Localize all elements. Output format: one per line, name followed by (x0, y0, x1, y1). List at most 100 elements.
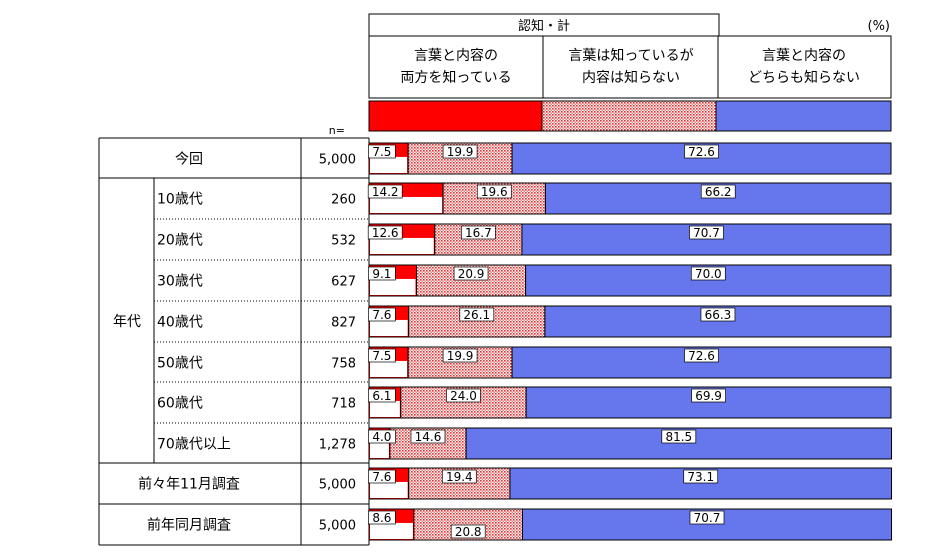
data-label: 73.1 (687, 470, 714, 484)
n-value: 532 (331, 234, 356, 249)
col1-line1: 言葉と内容の (414, 47, 498, 64)
bar-highlight (370, 360, 408, 377)
data-label: 7.6 (372, 470, 391, 484)
data-label-box (683, 469, 719, 484)
data-label: 72.6 (688, 349, 715, 363)
bar-row: 30歳代 627 9.1 20.9 70.0 (157, 264, 892, 297)
data-label-box (368, 429, 396, 444)
data-label: 20.8 (455, 525, 482, 539)
age-group-label: 年代 (113, 314, 141, 330)
data-label-box (367, 225, 403, 240)
data-label: 19.9 (447, 145, 474, 159)
bar-highlight (370, 196, 443, 213)
category-label: 40歳代 (157, 315, 203, 331)
data-label-box (368, 307, 396, 322)
bar-highlight (370, 278, 416, 295)
bar-row: 10歳代 260 14.2 19.6 66.2 (157, 182, 892, 215)
data-label: 7.5 (372, 145, 391, 159)
bar-highlight (370, 522, 413, 539)
data-label: 14.6 (415, 430, 442, 444)
data-label: 19.6 (481, 185, 508, 199)
data-label: 66.2 (705, 185, 732, 199)
n-value: 260 (331, 193, 356, 208)
category-label: 前々年11月調査 (138, 476, 240, 493)
data-label-box (368, 388, 396, 403)
data-label-box (368, 144, 396, 159)
bar-neither (525, 386, 892, 419)
data-label-box (453, 266, 489, 281)
bar-row: 20歳代 532 12.6 16.7 70.7 (157, 223, 892, 256)
data-label-box (446, 388, 481, 403)
category-label: 今回 (175, 152, 203, 168)
bar-highlight (370, 441, 389, 458)
data-label-box (700, 307, 736, 322)
data-label: 26.1 (463, 308, 490, 322)
n-value: 758 (331, 357, 356, 372)
bar-neither (511, 142, 892, 175)
n-value: 5,000 (319, 478, 356, 493)
data-label: 70.7 (693, 226, 720, 240)
n-label: n= (329, 124, 345, 137)
data-label-box (442, 348, 478, 363)
data-label-box (441, 469, 477, 484)
bar-highlight (370, 156, 408, 173)
data-label-box (450, 524, 486, 539)
data-label-box (459, 307, 495, 322)
data-label-box (368, 348, 396, 363)
data-label-box (689, 510, 725, 525)
n-value: 1,278 (319, 438, 356, 453)
bar-row: 前年同月調査 5,000 8.6 20.8 70.7 (147, 508, 893, 541)
n-value: 5,000 (319, 153, 356, 168)
bar-highlight (370, 319, 408, 336)
n-value: 718 (331, 397, 356, 412)
header: 認知・計 (%) 言葉と内容の 両方を知っている 言葉は知っているが 内容は知ら… (329, 13, 892, 137)
data-label-box (461, 225, 496, 240)
data-label: 9.1 (372, 267, 391, 281)
data-label: 72.6 (688, 145, 715, 159)
data-label-box (368, 469, 396, 484)
data-label: 81.5 (665, 430, 692, 444)
data-label: 70.7 (694, 511, 721, 525)
data-label-box (689, 225, 724, 240)
bar-highlight (370, 481, 408, 498)
data-label: 20.9 (458, 267, 485, 281)
data-label-box (684, 348, 719, 363)
chart-rows: 今回 5,000 7.5 19.9 72.6 10歳代 260 14.2 19.6 66.2 20歳… (138, 142, 893, 541)
data-label: 7.5 (372, 349, 391, 363)
col1-line2: 両方を知っている (400, 69, 511, 86)
category-label: 50歳代 (157, 356, 203, 372)
data-label-box (684, 144, 719, 159)
data-label: 19.9 (447, 349, 474, 363)
legend-swatch-neither (715, 100, 892, 132)
data-label: 8.6 (372, 511, 391, 525)
data-label: 24.0 (450, 389, 477, 403)
col3-line1: 言葉と内容の (762, 47, 846, 64)
data-label-box (700, 184, 736, 199)
bar-row: 今回 5,000 7.5 19.9 72.6 (175, 142, 892, 175)
bar-highlight (370, 237, 434, 254)
bar-row: 40歳代 827 7.6 26.1 66.3 (157, 305, 892, 338)
bar-row: 前々年11月調査 5,000 7.6 19.4 73.1 (138, 467, 893, 500)
n-value: 5,000 (319, 519, 356, 534)
data-label-box (368, 510, 396, 525)
data-label: 6.1 (372, 389, 391, 403)
data-label: 7.6 (372, 308, 391, 322)
category-label: 70歳代以上 (157, 437, 231, 453)
bar-row: 50歳代 758 7.5 19.9 72.6 (157, 346, 892, 379)
col2-line1: 言葉は知っているが (568, 47, 693, 64)
legend-swatch-both-known (368, 100, 543, 132)
data-label-box (476, 184, 512, 199)
bar-row: 60歳代 718 6.1 24.0 69.9 (157, 386, 892, 419)
bar-row: 70歳代以上 1,278 4.0 14.6 81.5 (157, 427, 893, 460)
data-label: 19.4 (446, 470, 473, 484)
n-value: 827 (331, 316, 356, 331)
category-label: 60歳代 (157, 396, 203, 412)
category-label: 10歳代 (157, 192, 203, 208)
data-label: 4.0 (372, 430, 391, 444)
data-label: 66.3 (705, 308, 732, 322)
unit-label: (%) (868, 19, 891, 34)
bar-highlight (370, 400, 400, 417)
n-value: 627 (331, 275, 356, 290)
data-label-box (410, 429, 446, 444)
